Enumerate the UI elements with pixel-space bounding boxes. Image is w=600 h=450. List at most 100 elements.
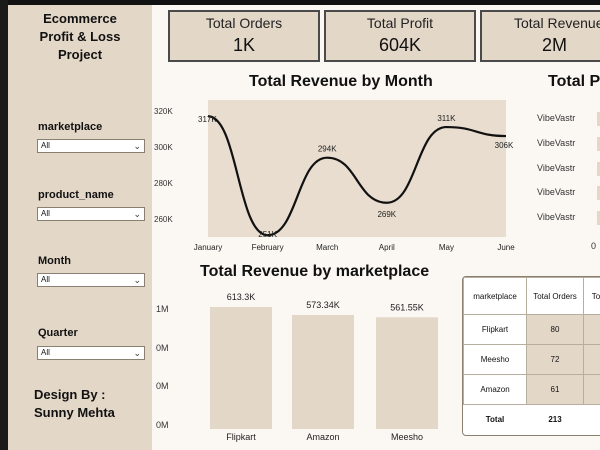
plot-area: [208, 100, 506, 237]
right-chart-bar: [597, 186, 600, 200]
data-label: 561.55K: [390, 302, 424, 312]
project-title: Ecommerce Profit & Loss Project: [8, 10, 152, 64]
line-chart-title: Total Revenue by Month: [249, 73, 433, 90]
table-total-label: Total: [485, 415, 505, 424]
month-slicer-label: Month: [38, 255, 71, 267]
x-tick-label: Meesho: [391, 432, 423, 442]
quarter-slicer-label: Quarter: [38, 327, 78, 339]
x-tick-label: Amazon: [306, 432, 339, 442]
y-tick-label: 0M: [156, 343, 169, 353]
table-header[interactable]: To: [583, 277, 600, 315]
data-label: 251K: [258, 230, 277, 239]
table-cell: [583, 314, 600, 345]
kpi-value: 2M: [542, 35, 568, 55]
right-chart-bar: [597, 137, 600, 151]
right-chart-bar: [597, 211, 600, 225]
table-header[interactable]: Total Orders: [526, 277, 584, 315]
table-cell-marketplace: Amazon: [463, 374, 527, 405]
x-tick-label: March: [316, 243, 338, 252]
table-cell: [583, 344, 600, 375]
data-label: 306K: [495, 141, 514, 150]
dropdown-value: All: [41, 275, 50, 284]
chevron-down-icon: ⌄: [133, 141, 141, 151]
chevron-down-icon: ⌄: [133, 348, 141, 358]
right-chart-category: VibeVastr: [537, 212, 576, 222]
bar: [292, 314, 354, 429]
right-chart-category: VibeVastr: [537, 138, 576, 148]
data-label: 317K: [198, 115, 217, 124]
table-cell-orders: 72: [526, 344, 584, 375]
table-total-orders: 213: [548, 415, 562, 424]
bar: [210, 307, 272, 429]
marketplace-orders-table: marketplace Total Orders To Flipkart 80 …: [462, 276, 600, 436]
project-title-line: Profit & Loss: [39, 29, 121, 44]
top-strip: [0, 0, 600, 5]
month-dropdown[interactable]: All ⌄: [37, 273, 145, 287]
right-chart-category: VibeVastr: [537, 163, 576, 173]
sidebar: [8, 5, 152, 450]
design-credit-line: Design By :: [34, 387, 106, 402]
x-tick-label: May: [439, 243, 454, 252]
y-tick-label: 320K: [154, 107, 173, 116]
y-tick-label: 1M: [156, 304, 169, 314]
revenue-line: [207, 115, 507, 237]
y-tick-label: 0M: [156, 420, 169, 430]
x-tick-label: June: [497, 243, 515, 252]
kpi-value: 604K: [378, 35, 422, 55]
kpi-total-orders: Total Orders 1K: [168, 10, 320, 62]
kpi-value: 1K: [232, 35, 256, 55]
kpi-label: Total Revenue: [514, 15, 600, 31]
product-name-slicer-label: product_name: [38, 189, 114, 201]
chevron-down-icon: ⌄: [133, 209, 141, 219]
data-label: 269K: [377, 210, 396, 219]
quarter-dropdown[interactable]: All ⌄: [37, 346, 145, 360]
kpi-label: Total Orders: [205, 15, 283, 31]
table-row: Meesho 72: [463, 344, 600, 375]
table-cell: [584, 405, 600, 435]
kpi-total-profit: Total Profit 604K: [324, 10, 476, 62]
x-tick-label: April: [379, 243, 395, 252]
design-credit-line: Sunny Mehta: [34, 405, 115, 420]
data-label: 311K: [437, 114, 456, 123]
table-cell-marketplace: Meesho: [463, 344, 527, 375]
marketplace-slicer-label: marketplace: [38, 121, 103, 133]
revenue-by-month-chart: 320K 300K 280K 260K January 317K February 251K M…: [154, 100, 515, 252]
table-header[interactable]: marketplace: [463, 277, 527, 315]
right-chart-axis-tick: 0: [591, 241, 597, 251]
kpi-total-revenue: Total Revenue 2M: [480, 10, 600, 62]
right-chart-bar: [597, 162, 600, 176]
product-name-dropdown[interactable]: All ⌄: [37, 207, 145, 221]
x-tick-label: Flipkart: [226, 432, 256, 442]
table-row: Amazon 61: [463, 374, 600, 405]
bar-chart-title: Total Revenue by marketplace: [200, 263, 430, 280]
revenue-by-marketplace-chart: 1M 0M 0M 0M 613.3K Flipkart 573.34K Amazon 561.5…: [156, 292, 438, 442]
data-label: 573.34K: [306, 300, 340, 310]
x-tick-label: January: [194, 243, 222, 252]
right-chart-title: Total P: [548, 73, 600, 90]
chevron-down-icon: ⌄: [133, 275, 141, 285]
table-row: Flipkart 80: [463, 314, 600, 345]
dropdown-value: All: [41, 209, 50, 218]
y-tick-label: 280K: [154, 179, 173, 188]
right-chart-bar: [597, 112, 600, 126]
kpi-label: Total Profit: [366, 15, 434, 31]
marketplace-dropdown[interactable]: All ⌄: [37, 139, 145, 153]
left-border: [0, 0, 8, 450]
project-title-line: Ecommerce: [43, 11, 117, 26]
y-tick-label: 300K: [154, 143, 173, 152]
dropdown-value: All: [41, 141, 50, 150]
table-cell-marketplace: Flipkart: [463, 314, 527, 345]
bar: [376, 317, 438, 429]
data-label: 613.3K: [227, 292, 256, 302]
y-tick-label: 260K: [154, 215, 173, 224]
dropdown-value: All: [41, 348, 50, 357]
project-title-line: Project: [57, 47, 103, 62]
right-chart-category: VibeVastr: [537, 187, 576, 197]
data-label: 294K: [318, 145, 337, 154]
x-tick-label: February: [252, 243, 284, 252]
y-tick-label: 0M: [156, 381, 169, 391]
table-cell-orders: 61: [526, 374, 584, 405]
table-total-row: Total 213: [464, 405, 600, 435]
right-chart-category: VibeVastr: [537, 113, 576, 123]
table-cell-orders: 80: [526, 314, 584, 345]
